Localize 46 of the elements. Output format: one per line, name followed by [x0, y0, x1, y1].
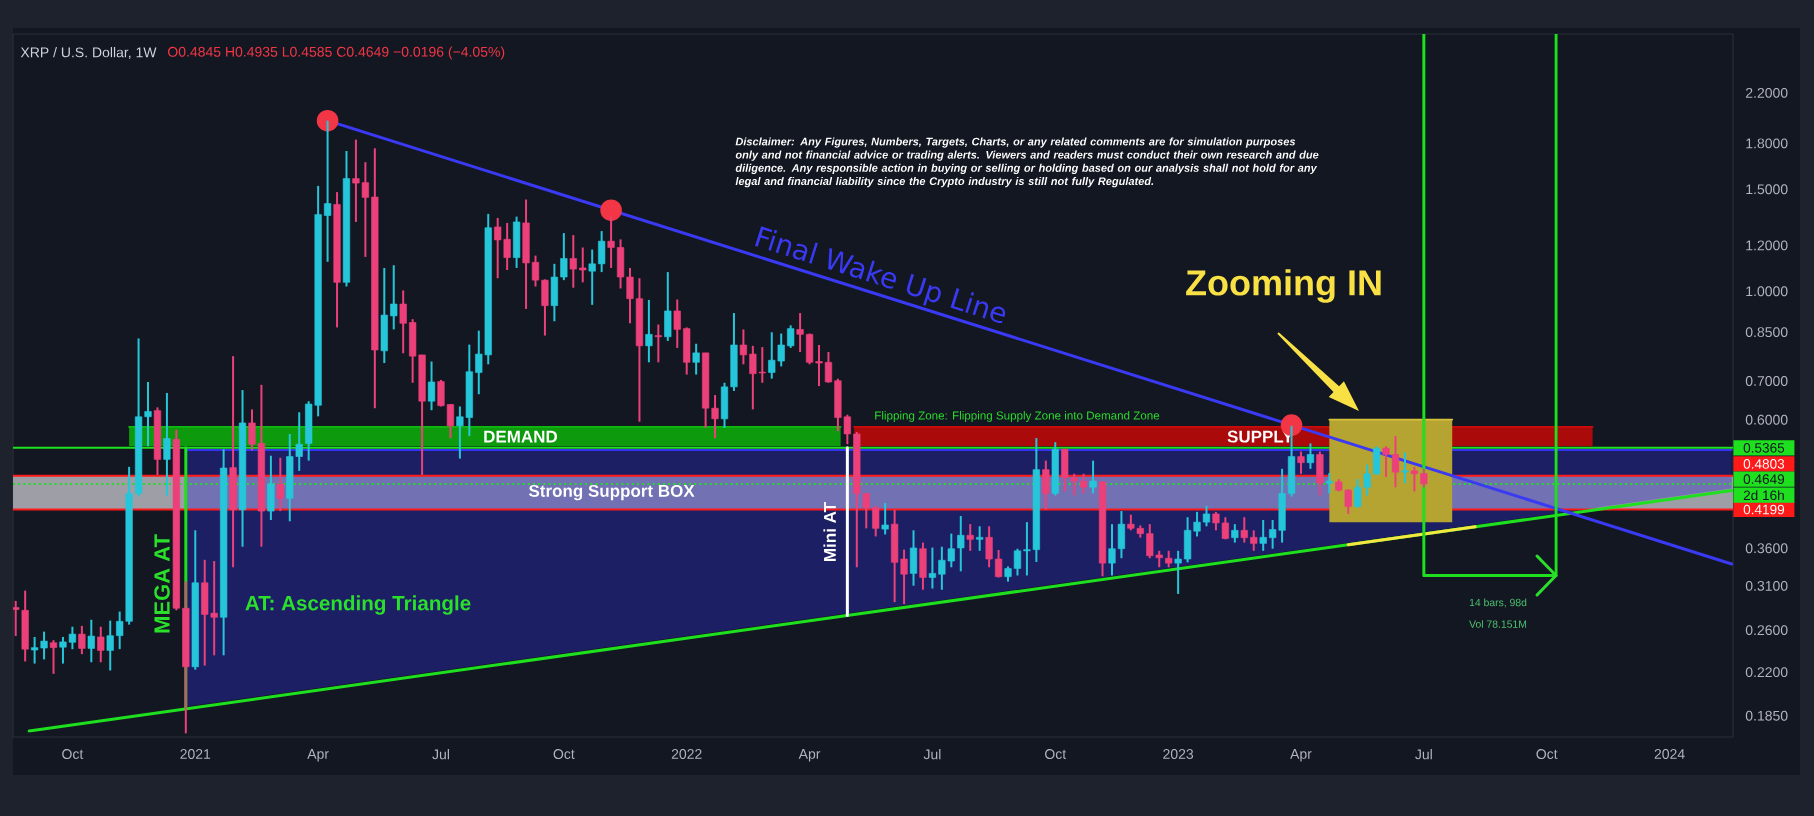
x-tick-label: 2021: [180, 749, 211, 759]
x-tick-label: Apr: [798, 749, 821, 762]
annotation: Flipping Zone: Flipping Supply Zone into Demand Zone: [875, 411, 1160, 422]
text: Final Wake Up Line: [755, 226, 1006, 323]
band-label: Strong Support BOX: [528, 484, 695, 501]
y-tick-label: 0.1850: [1745, 710, 1788, 721]
x-tick-label: Oct: [553, 749, 575, 759]
x-tick-label: Jul: [1415, 749, 1432, 760]
text: 2d 16h: [1743, 490, 1784, 501]
ref-line-label: 0.4803: [1743, 459, 1785, 469]
x-tick-label: Apr: [307, 749, 329, 762]
y-tick-label: 0.8500: [1745, 327, 1788, 338]
y-tick-label: 0.2600: [1745, 625, 1788, 636]
y-tick-label: 1.2000: [1746, 240, 1788, 251]
x-tick-label: Oct: [1536, 749, 1558, 759]
annotation: Vol 78.151M: [1469, 620, 1527, 628]
y-tick-label: 1.8000: [1746, 138, 1788, 149]
y-tick-label: 2.2000: [1745, 87, 1788, 98]
annotation: MEGA AT: [154, 534, 170, 633]
x-tick-label: 2023: [1163, 749, 1194, 759]
series-label: SUPPLY: [1227, 430, 1294, 443]
ref-line-label: 0.4199: [1743, 504, 1785, 515]
y-tick-label: 0.3100: [1745, 580, 1788, 591]
annotation: 14 bars, 98d: [1469, 598, 1527, 608]
x-tick-label: Oct: [1045, 749, 1067, 759]
x-tick-label: 2024: [1654, 749, 1685, 759]
x-tick-label: Oct: [62, 749, 84, 759]
series-label: DEMAND: [484, 430, 558, 443]
y-tick-label: 1.5000: [1746, 184, 1788, 195]
y-tick-label: 0.2200: [1745, 667, 1788, 678]
annotation: AT: Ascending Triangle: [245, 595, 471, 615]
ref-line-label: 0.5365: [1743, 443, 1785, 453]
x-tick-label: Jul: [923, 749, 941, 760]
annotation: Disclaimer: Any Figures, Numbers, Targets, Charts, or any related comments are for simulation purposes only and not financial advice or trading alerts. Viewers and readers must conduct their own research and due diligence. Any responsible action in buying or selling or holding based on our analysis shall not hold for any legal and financial liability since the Crypto industry is still not fully Regulated.: [735, 137, 1319, 188]
x-tick-label: Jul: [432, 749, 449, 760]
annotation: Mini AT: [823, 502, 836, 561]
ref-line-label: 0.4649: [1743, 474, 1785, 484]
y-tick-label: 0.7000: [1745, 376, 1788, 386]
text: XRP / U.S. Dollar, 1W: [20, 47, 157, 59]
x-tick-label: Apr: [1290, 749, 1312, 762]
text: O0.4845 H0.4935 L0.4585 C0.4649 −0.0196 (−4.05%): [168, 46, 505, 60]
x-tick-label: 2022: [671, 749, 702, 759]
y-tick-label: 1.0000: [1746, 286, 1788, 297]
y-tick-label: 0.3600: [1745, 543, 1788, 554]
annotation: Zooming IN: [1186, 269, 1381, 303]
y-tick-label: 0.6000: [1745, 414, 1788, 425]
